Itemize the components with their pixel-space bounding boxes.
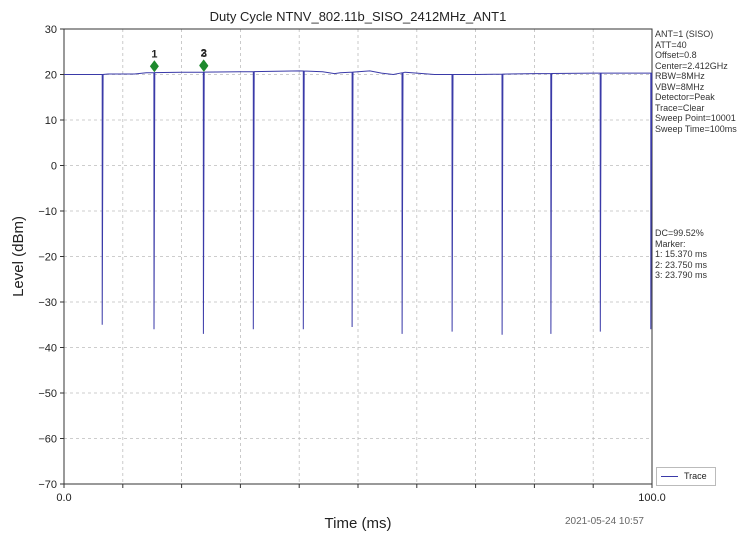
marker-readout: DC=99.52% Marker: 1: 15.370 ms 2: 23.750 ms…: [655, 228, 741, 281]
marker-1-label: 1: [151, 48, 157, 60]
settings-line: Center=2.412GHz: [655, 61, 741, 72]
marker-1-point: [150, 60, 159, 72]
legend: Trace: [656, 467, 716, 486]
legend-label-trace: Trace: [684, 471, 707, 481]
chart-title: Duty Cycle NTNV_802.11b_SISO_2412MHz_ANT…: [210, 9, 507, 24]
timestamp: 2021-05-24 10:57: [565, 516, 644, 527]
y-tick-label: −60: [38, 434, 57, 446]
marker-info-line: 1: 15.370 ms: [655, 249, 741, 260]
settings-line: Trace=Clear: [655, 103, 741, 114]
settings-line: ATT=40: [655, 40, 741, 51]
y-tick-label: −40: [38, 343, 57, 355]
settings-line: ANT=1 (SISO): [655, 29, 741, 40]
y-tick-label: 20: [45, 70, 57, 82]
y-tick-label: −20: [38, 252, 57, 264]
marker-3-label: 3: [201, 48, 207, 60]
settings-line: VBW=8MHz: [655, 82, 741, 93]
y-tick-label: −30: [38, 297, 57, 309]
y-tick-label: 0: [51, 161, 57, 173]
marker-info-line: Marker:: [655, 239, 741, 250]
settings-line: Sweep Time=100ms: [655, 124, 741, 135]
marker-3-point: [199, 60, 208, 72]
x-tick-label: 100.0: [638, 492, 666, 504]
marker-info-line: 2: 23.750 ms: [655, 260, 741, 271]
y-tick-label: −10: [38, 206, 57, 218]
legend-swatch-trace: [661, 476, 678, 477]
marker-info-line: 3: 23.790 ms: [655, 270, 741, 281]
y-tick-label: 10: [45, 115, 57, 127]
y-tick-label: −70: [38, 479, 57, 491]
settings-line: RBW=8MHz: [655, 71, 741, 82]
settings-line: Sweep Point=10001: [655, 113, 741, 124]
x-axis-label: Time (ms): [325, 515, 392, 532]
y-tick-label: 30: [45, 24, 57, 36]
marker-info-line: DC=99.52%: [655, 228, 741, 239]
settings-line: Detector=Peak: [655, 92, 741, 103]
x-tick-label: 0.0: [56, 492, 71, 504]
y-axis-label: Level (dBm): [10, 216, 27, 297]
settings-line: Offset=0.8: [655, 50, 741, 61]
y-tick-label: −50: [38, 388, 57, 400]
analyzer-settings: ANT=1 (SISO) ATT=40 Offset=0.8 Center=2.412…: [655, 29, 741, 134]
